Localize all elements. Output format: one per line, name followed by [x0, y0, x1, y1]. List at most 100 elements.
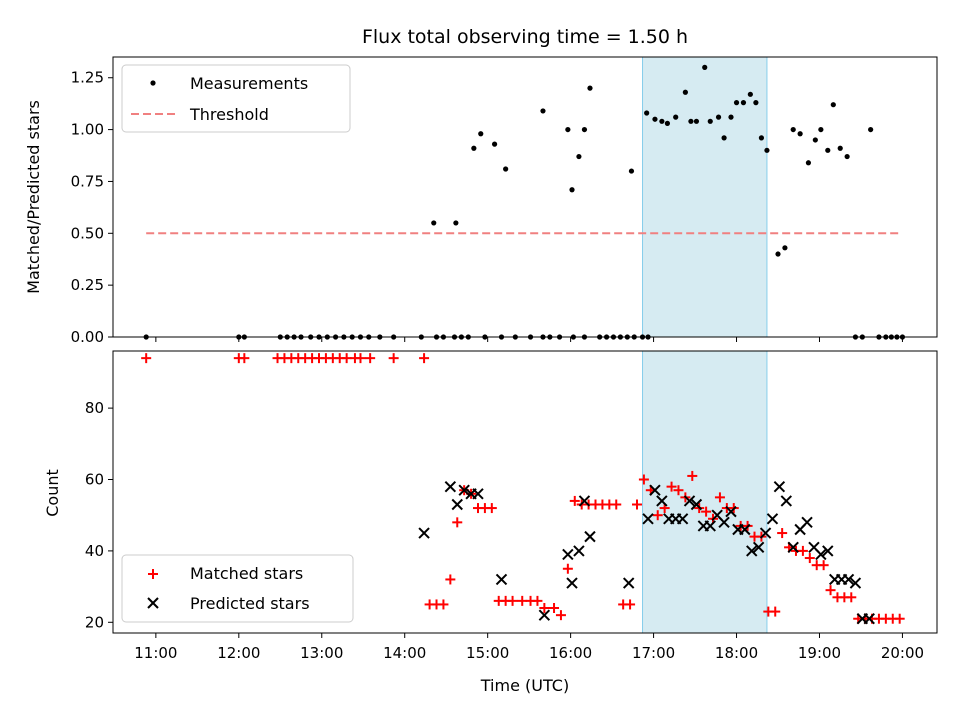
matched-star-point [438, 599, 449, 610]
matched-star-point [355, 353, 366, 364]
legend-measurements-label: Measurements [190, 74, 308, 93]
matched-star-point [825, 585, 836, 596]
measurement-point [478, 131, 484, 137]
matched-star-point [625, 599, 636, 610]
measurement-point [805, 160, 812, 166]
measurement-point [753, 100, 759, 106]
matched-star-point [445, 574, 456, 585]
top-y-tick-label: 1.00 [71, 121, 104, 139]
predicted-star-point [759, 527, 772, 539]
measurement-point [733, 100, 740, 106]
predicted-star-point [746, 545, 758, 557]
matched-star-point [562, 563, 573, 574]
matched-star-point [239, 353, 250, 364]
bottom-x-axis-ticks: 11:00 12:00 13:00 14:00 15:00 16:00 17:00 18:00… [134, 633, 924, 662]
bottom-x-tick-label: 19:00 [798, 644, 841, 662]
bottom-legend: Matched stars Predicted stars [121, 554, 354, 623]
predicted-star-point [656, 495, 668, 507]
bottom-x-tick-label: 16:00 [549, 644, 592, 662]
legend-measurements-marker [150, 80, 156, 86]
measurement-point [830, 102, 836, 108]
predicted-star-point [766, 513, 779, 525]
predicted-star-point [642, 513, 654, 525]
predicted-star-point [418, 527, 430, 539]
predicted-star-point [458, 484, 470, 496]
bottom-x-tick-label: 13:00 [300, 644, 343, 662]
measurement-point [565, 126, 571, 133]
measurement-point [818, 126, 824, 133]
bottom-x-tick-label: 17:00 [632, 644, 675, 662]
legend-matched-marker [148, 569, 158, 579]
measurement-point [587, 85, 593, 91]
predicted-star-point [578, 495, 591, 507]
legend-predicted-marker [147, 597, 159, 609]
predicted-star-point [704, 520, 716, 532]
measurement-point [702, 64, 708, 70]
predicted-star-point [863, 613, 875, 625]
predicted-star-point [683, 495, 696, 507]
measurement-point [812, 137, 818, 143]
top-y-tick-label: 0.75 [71, 172, 104, 190]
predicted-star-point [573, 545, 585, 557]
top-y-tick-label: 0.25 [71, 276, 104, 294]
matched-star-point [419, 353, 430, 364]
bottom-y-tick-label: 60 [85, 471, 104, 489]
bottom-x-tick-label: 14:00 [383, 644, 426, 662]
matched-star-point [894, 613, 905, 624]
matched-stars-points [141, 353, 905, 624]
measurement-point [747, 91, 753, 97]
measurement-point [740, 100, 747, 106]
matched-star-point [846, 592, 857, 603]
top-x-axis-ticks [155, 337, 903, 342]
measurement-point [715, 114, 722, 120]
measurement-point [693, 118, 700, 124]
measurement-point [837, 145, 843, 151]
top-plot-frame [112, 56, 938, 338]
top-highlight-span [642, 56, 768, 338]
matched-star-point [666, 481, 677, 492]
predicted-star-point [562, 548, 574, 561]
matched-star-point [532, 595, 543, 606]
legend-predicted-label: Predicted stars [190, 594, 310, 613]
measurement-point [688, 118, 694, 124]
measurement-point [664, 120, 671, 126]
top-panel: Flux total observing time = 1.50 h 0.000… [24, 26, 938, 346]
predicted-star-point [538, 609, 551, 621]
matched-star-point [673, 485, 684, 496]
matched-star-point [486, 503, 497, 514]
matched-star-point [569, 495, 580, 506]
measurement-point [782, 245, 788, 251]
measurement-point [503, 166, 509, 172]
top-y-axis-label: Matched/Predicted stars [24, 100, 43, 294]
matched-star-point [687, 470, 698, 481]
matched-star-point [818, 560, 829, 571]
matched-star-point [797, 545, 808, 556]
measurement-point [652, 116, 658, 122]
legend-matched-label: Matched stars [190, 564, 303, 583]
bottom-highlight-span [642, 350, 768, 634]
measurement-point [825, 147, 831, 153]
matched-star-point [770, 606, 781, 617]
predicted-star-point [842, 573, 855, 586]
bottom-x-axis-label: Time (UTC) [480, 676, 569, 695]
bottom-x-tick-label: 15:00 [466, 644, 509, 662]
measurement-point [775, 251, 781, 257]
matched-star-point [507, 595, 518, 606]
bottom-x-tick-label: 11:00 [134, 644, 177, 662]
bottom-legend-box [121, 554, 354, 623]
measurement-point [581, 126, 588, 133]
measurement-point [797, 131, 803, 137]
matched-star-point [388, 353, 399, 364]
predicted-star-point [787, 541, 799, 554]
predicted-star-point [752, 541, 765, 554]
measurement-point [431, 220, 437, 226]
predicted-star-point [739, 523, 751, 536]
matched-star-point [539, 603, 550, 614]
predicted-star-point [566, 577, 578, 589]
top-observing-span [642, 56, 768, 338]
predicted-star-point [495, 573, 508, 586]
matched-star-point [452, 517, 463, 528]
top-y-axis-ticks: 0.00 0.25 0.50 0.75 1.00 1.25 [71, 69, 113, 346]
predicted-star-point [584, 530, 596, 543]
